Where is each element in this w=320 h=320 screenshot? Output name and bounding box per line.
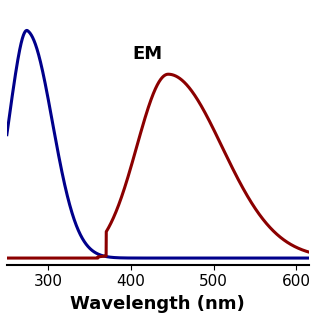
Text: EM: EM (132, 45, 163, 63)
X-axis label: Wavelength (nm): Wavelength (nm) (70, 295, 245, 313)
